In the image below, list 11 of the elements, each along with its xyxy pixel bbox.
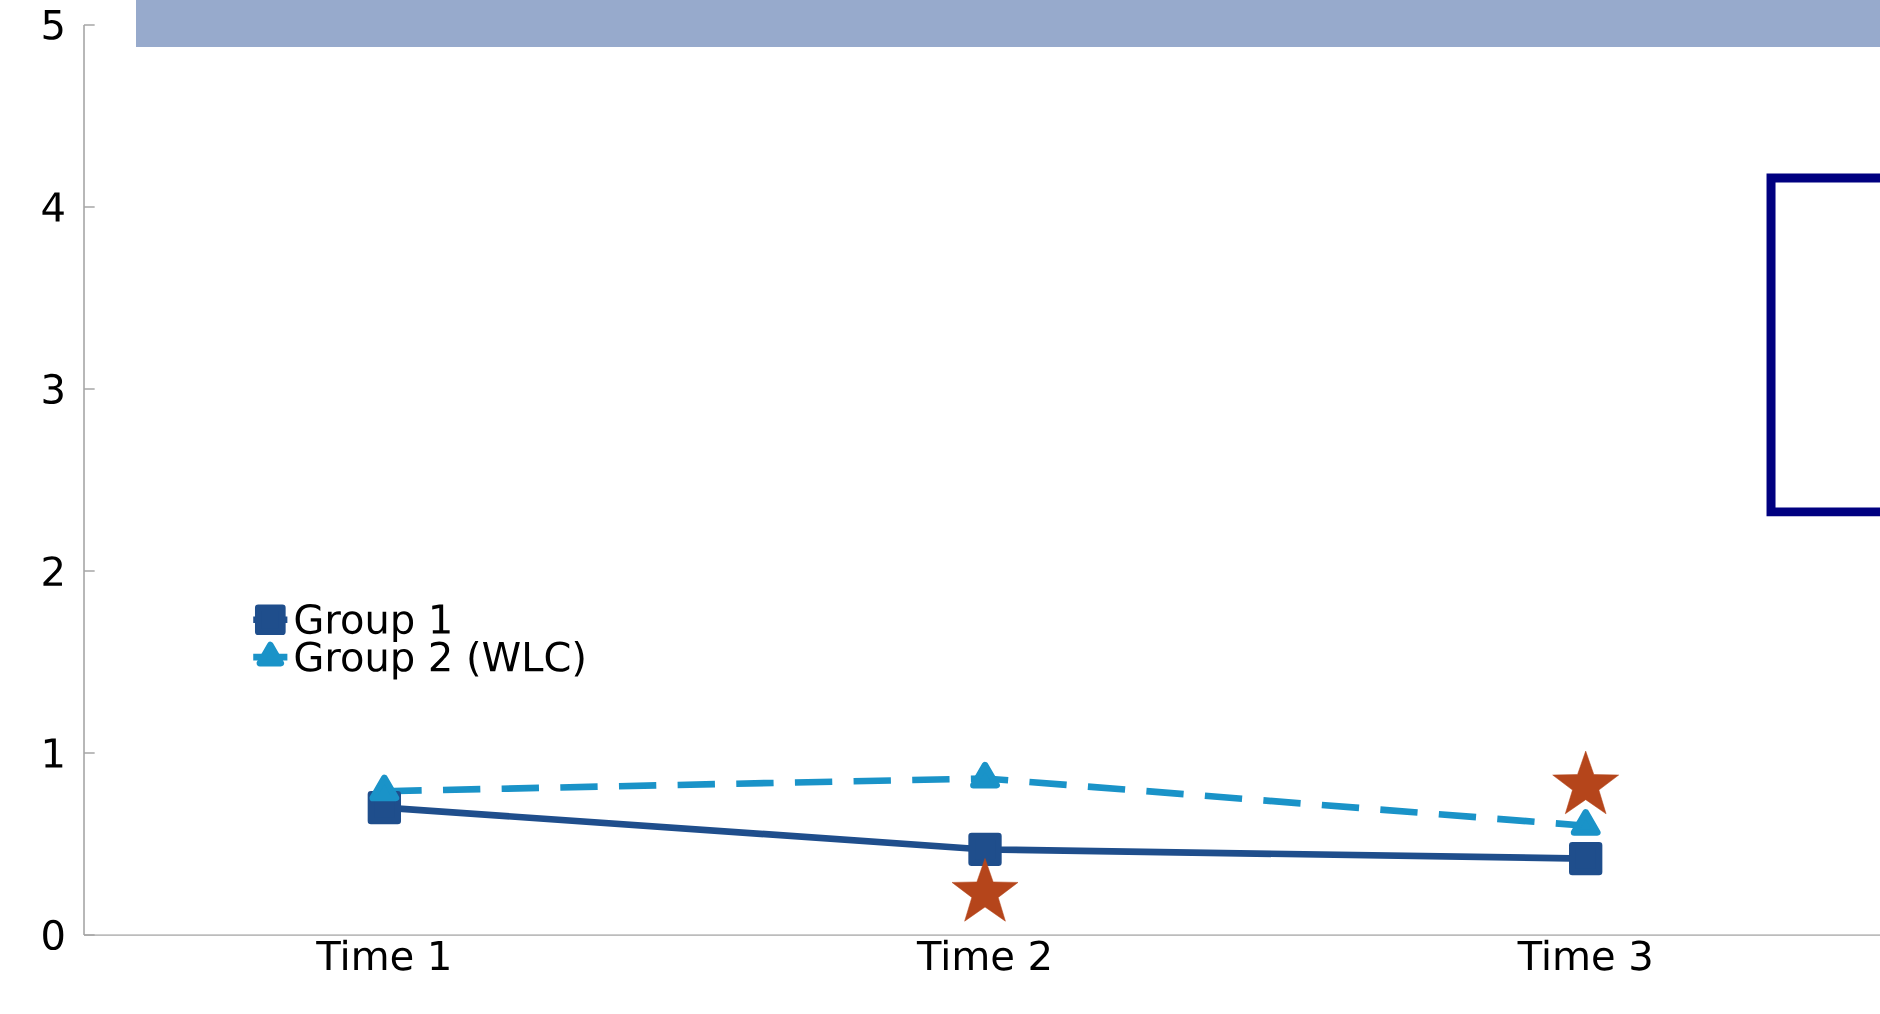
y-tick-label: 2 <box>43 556 62 586</box>
y-tick-label: 4 <box>42 192 64 222</box>
y-tick-label: 0 <box>43 919 64 951</box>
y-tick-label: 5 <box>43 10 63 40</box>
legend-label: Group 2 (WLC) <box>295 640 584 680</box>
x-tick-label: Time 2 <box>916 939 1050 971</box>
legend-label: Group 1 <box>295 603 450 642</box>
x-tick-label: Time 3 <box>1517 939 1651 971</box>
x-tick-label: Time 1 <box>316 939 449 971</box>
y-tick-label: 1 <box>44 738 63 768</box>
y-tick-label: 3 <box>43 373 63 405</box>
